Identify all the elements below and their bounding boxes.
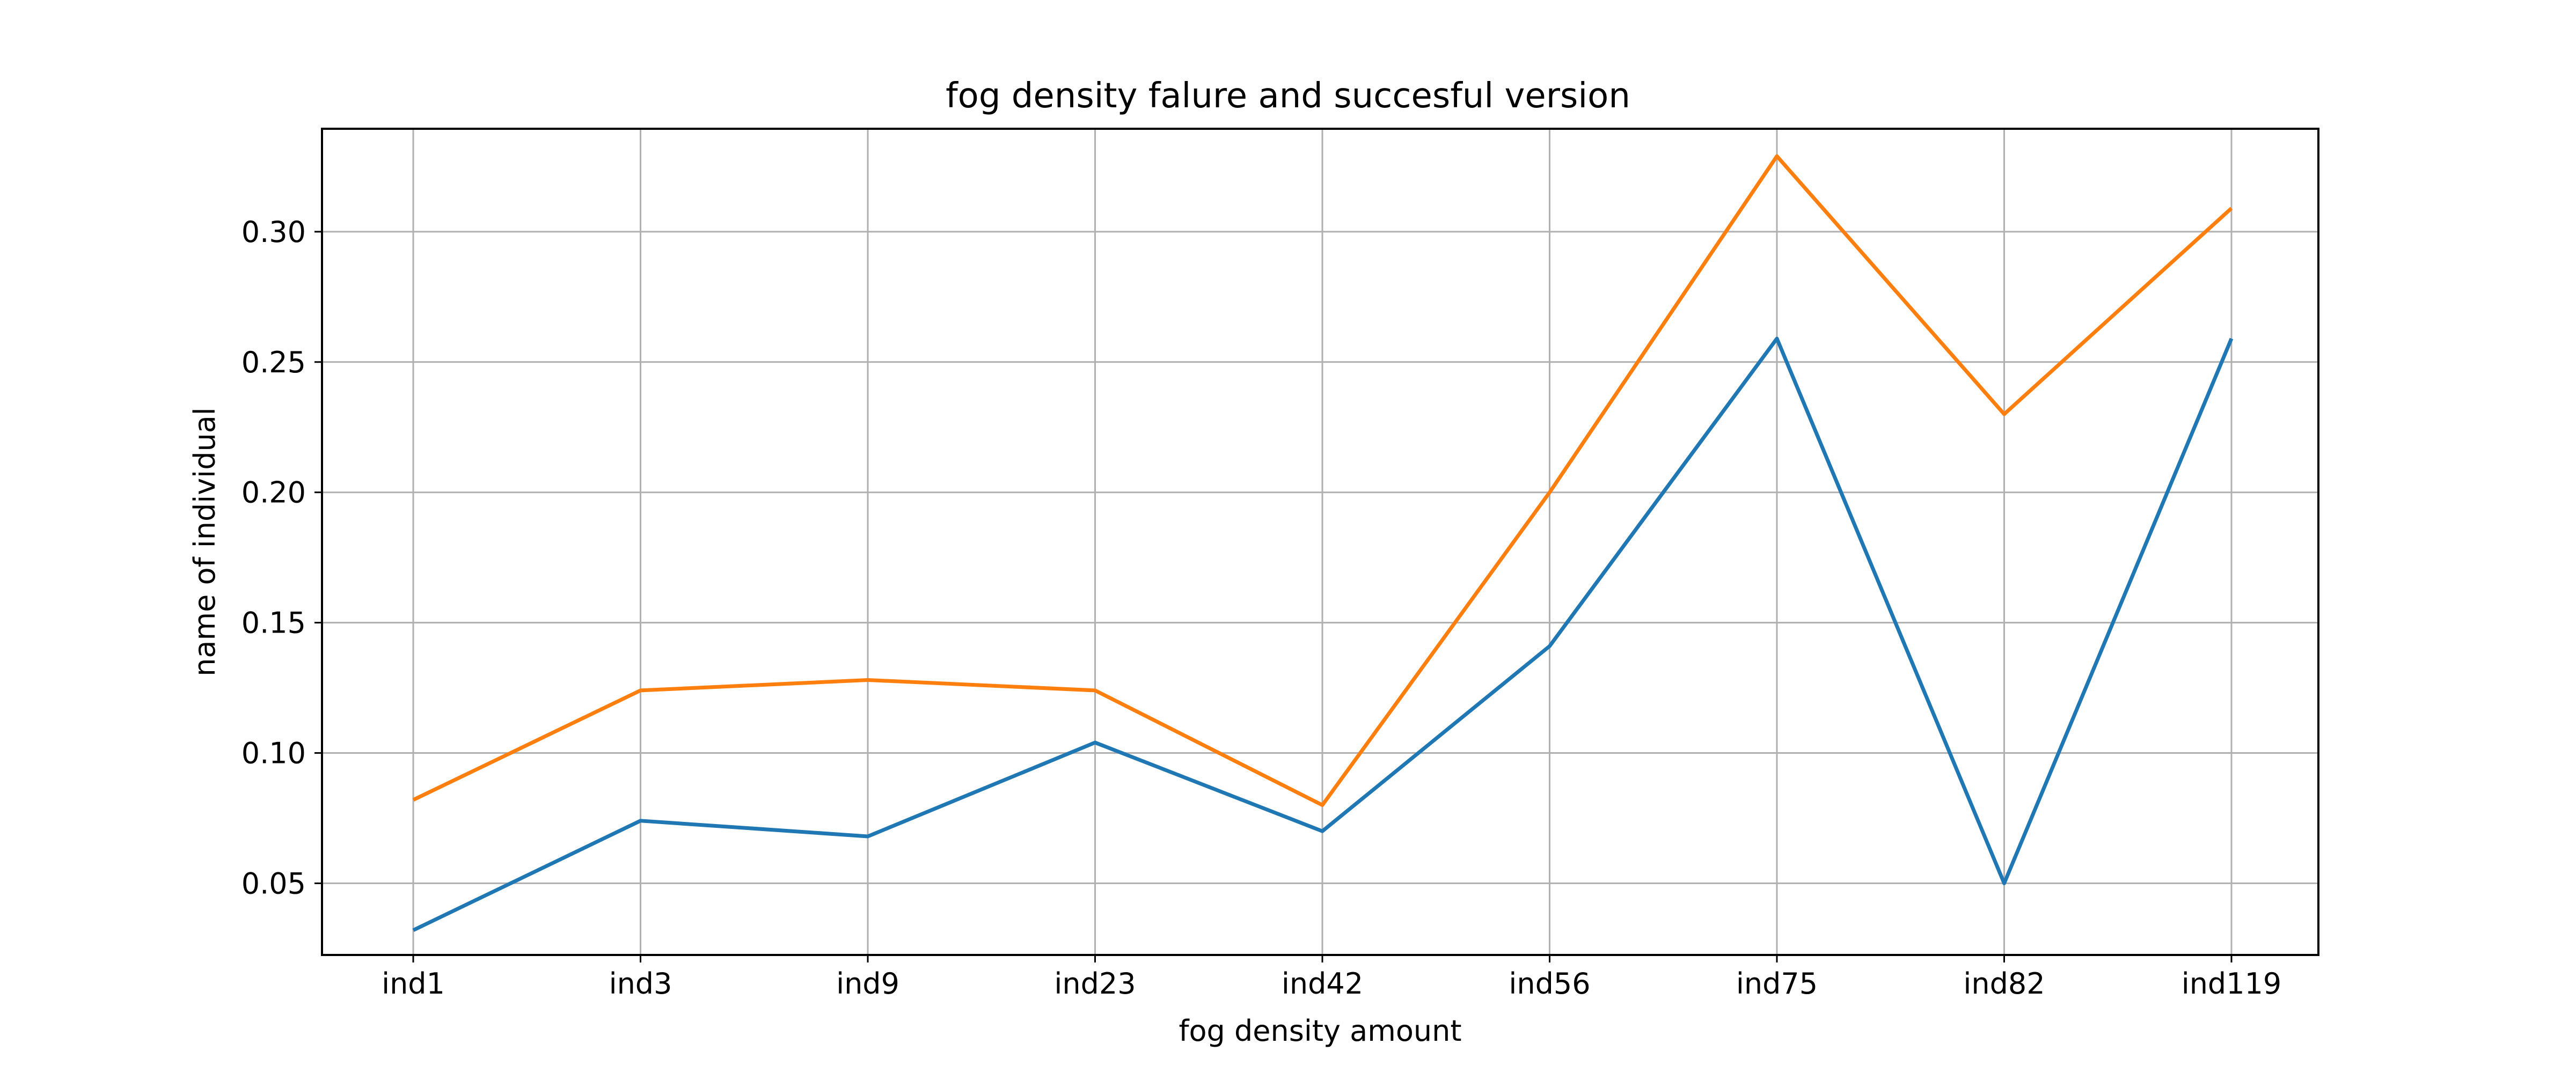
x-tick-label: ind119 [2182,967,2282,1001]
series-layer [412,154,2234,932]
x-tick-label: ind56 [1509,967,1590,1001]
x-tick-label: ind23 [1054,967,1136,1001]
y-tick-label: 0.15 [241,606,306,640]
x-tick-label: ind42 [1282,967,1363,1001]
y-tick-label: 0.25 [241,346,306,379]
chart-title: fog density falure and succesful version [946,76,1630,116]
axis-ticks: ind1 ind3 ind9 ind23 ind42 ind56 ind75 ind82 ind… [241,215,2282,1001]
x-tick-label: ind1 [382,967,445,1001]
y-tick-label: 0.20 [241,476,306,510]
y-tick-label: 0.10 [241,737,306,770]
x-tick-label: ind82 [1963,967,2045,1001]
x-tick-label: ind9 [836,967,899,1001]
x-axis-label: fog density amount [1179,1014,1461,1048]
y-axis-label: name of individual [188,407,222,677]
x-tick-label: ind75 [1736,967,1818,1001]
plot-frame [321,128,2319,956]
series-line-2 [412,154,2233,807]
x-tick-label: ind3 [609,967,672,1001]
grid-lines [322,129,2318,955]
series-line-1 [412,336,2234,932]
y-tick-label: 0.30 [241,215,306,249]
y-tick-label: 0.05 [241,866,306,900]
